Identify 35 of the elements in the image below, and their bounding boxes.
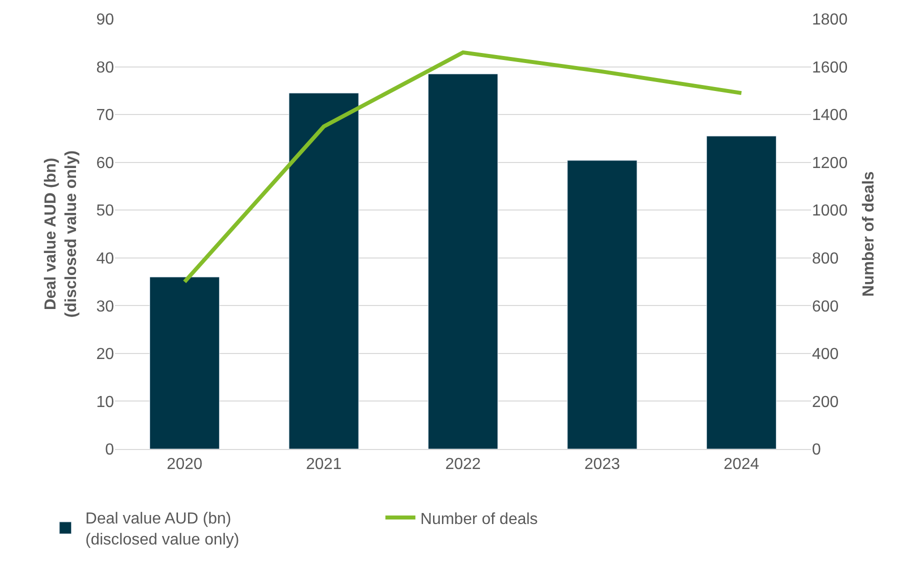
y-tick-label: 20 [96,346,114,364]
y-tick-label: 90 [96,12,114,29]
y-tick-label: 0 [105,442,114,459]
bar [706,136,776,449]
y-tick-label: 50 [96,202,114,220]
bar [150,276,220,449]
bar [288,92,359,449]
y-tick-label: 60 [96,154,114,172]
legend-label: Deal value AUD (bn) (disclosed value only) [85,510,240,549]
y2-tick-label: 400 [812,346,839,364]
y2-tick-label: 200 [812,394,839,411]
y2-tick-label: 1600 [812,59,848,76]
x-tick-label: 2021 [306,456,342,474]
y2-tick-label: 0 [812,442,821,459]
x-tick-label: 2023 [584,456,620,474]
x-tick-label: 2024 [724,456,760,474]
y-tick-label: 70 [96,107,114,124]
y-tick-label: 40 [96,250,114,268]
x-tick-label: 2022 [445,456,481,474]
y2-tick-label: 800 [812,250,839,268]
y2-tick-label: 1800 [812,12,848,29]
y-tick-label: 10 [96,394,114,411]
y2-tick-label: 1400 [812,107,848,124]
y-axis-title: Deal value AUD (bn) (disclosed value only) [42,150,80,318]
y2-axis-title: Number of deals [860,171,878,297]
legend-label: Number of deals [420,510,538,528]
bar [567,160,638,449]
y2-tick-label: 600 [812,298,839,316]
x-tick-label: 2020 [166,456,202,474]
y-tick-label: 30 [96,298,114,316]
line-series [182,50,744,284]
bar [428,74,498,449]
y-tick-label: 80 [96,59,114,76]
y2-tick-label: 1000 [812,202,848,220]
y2-tick-label: 1200 [812,154,848,172]
